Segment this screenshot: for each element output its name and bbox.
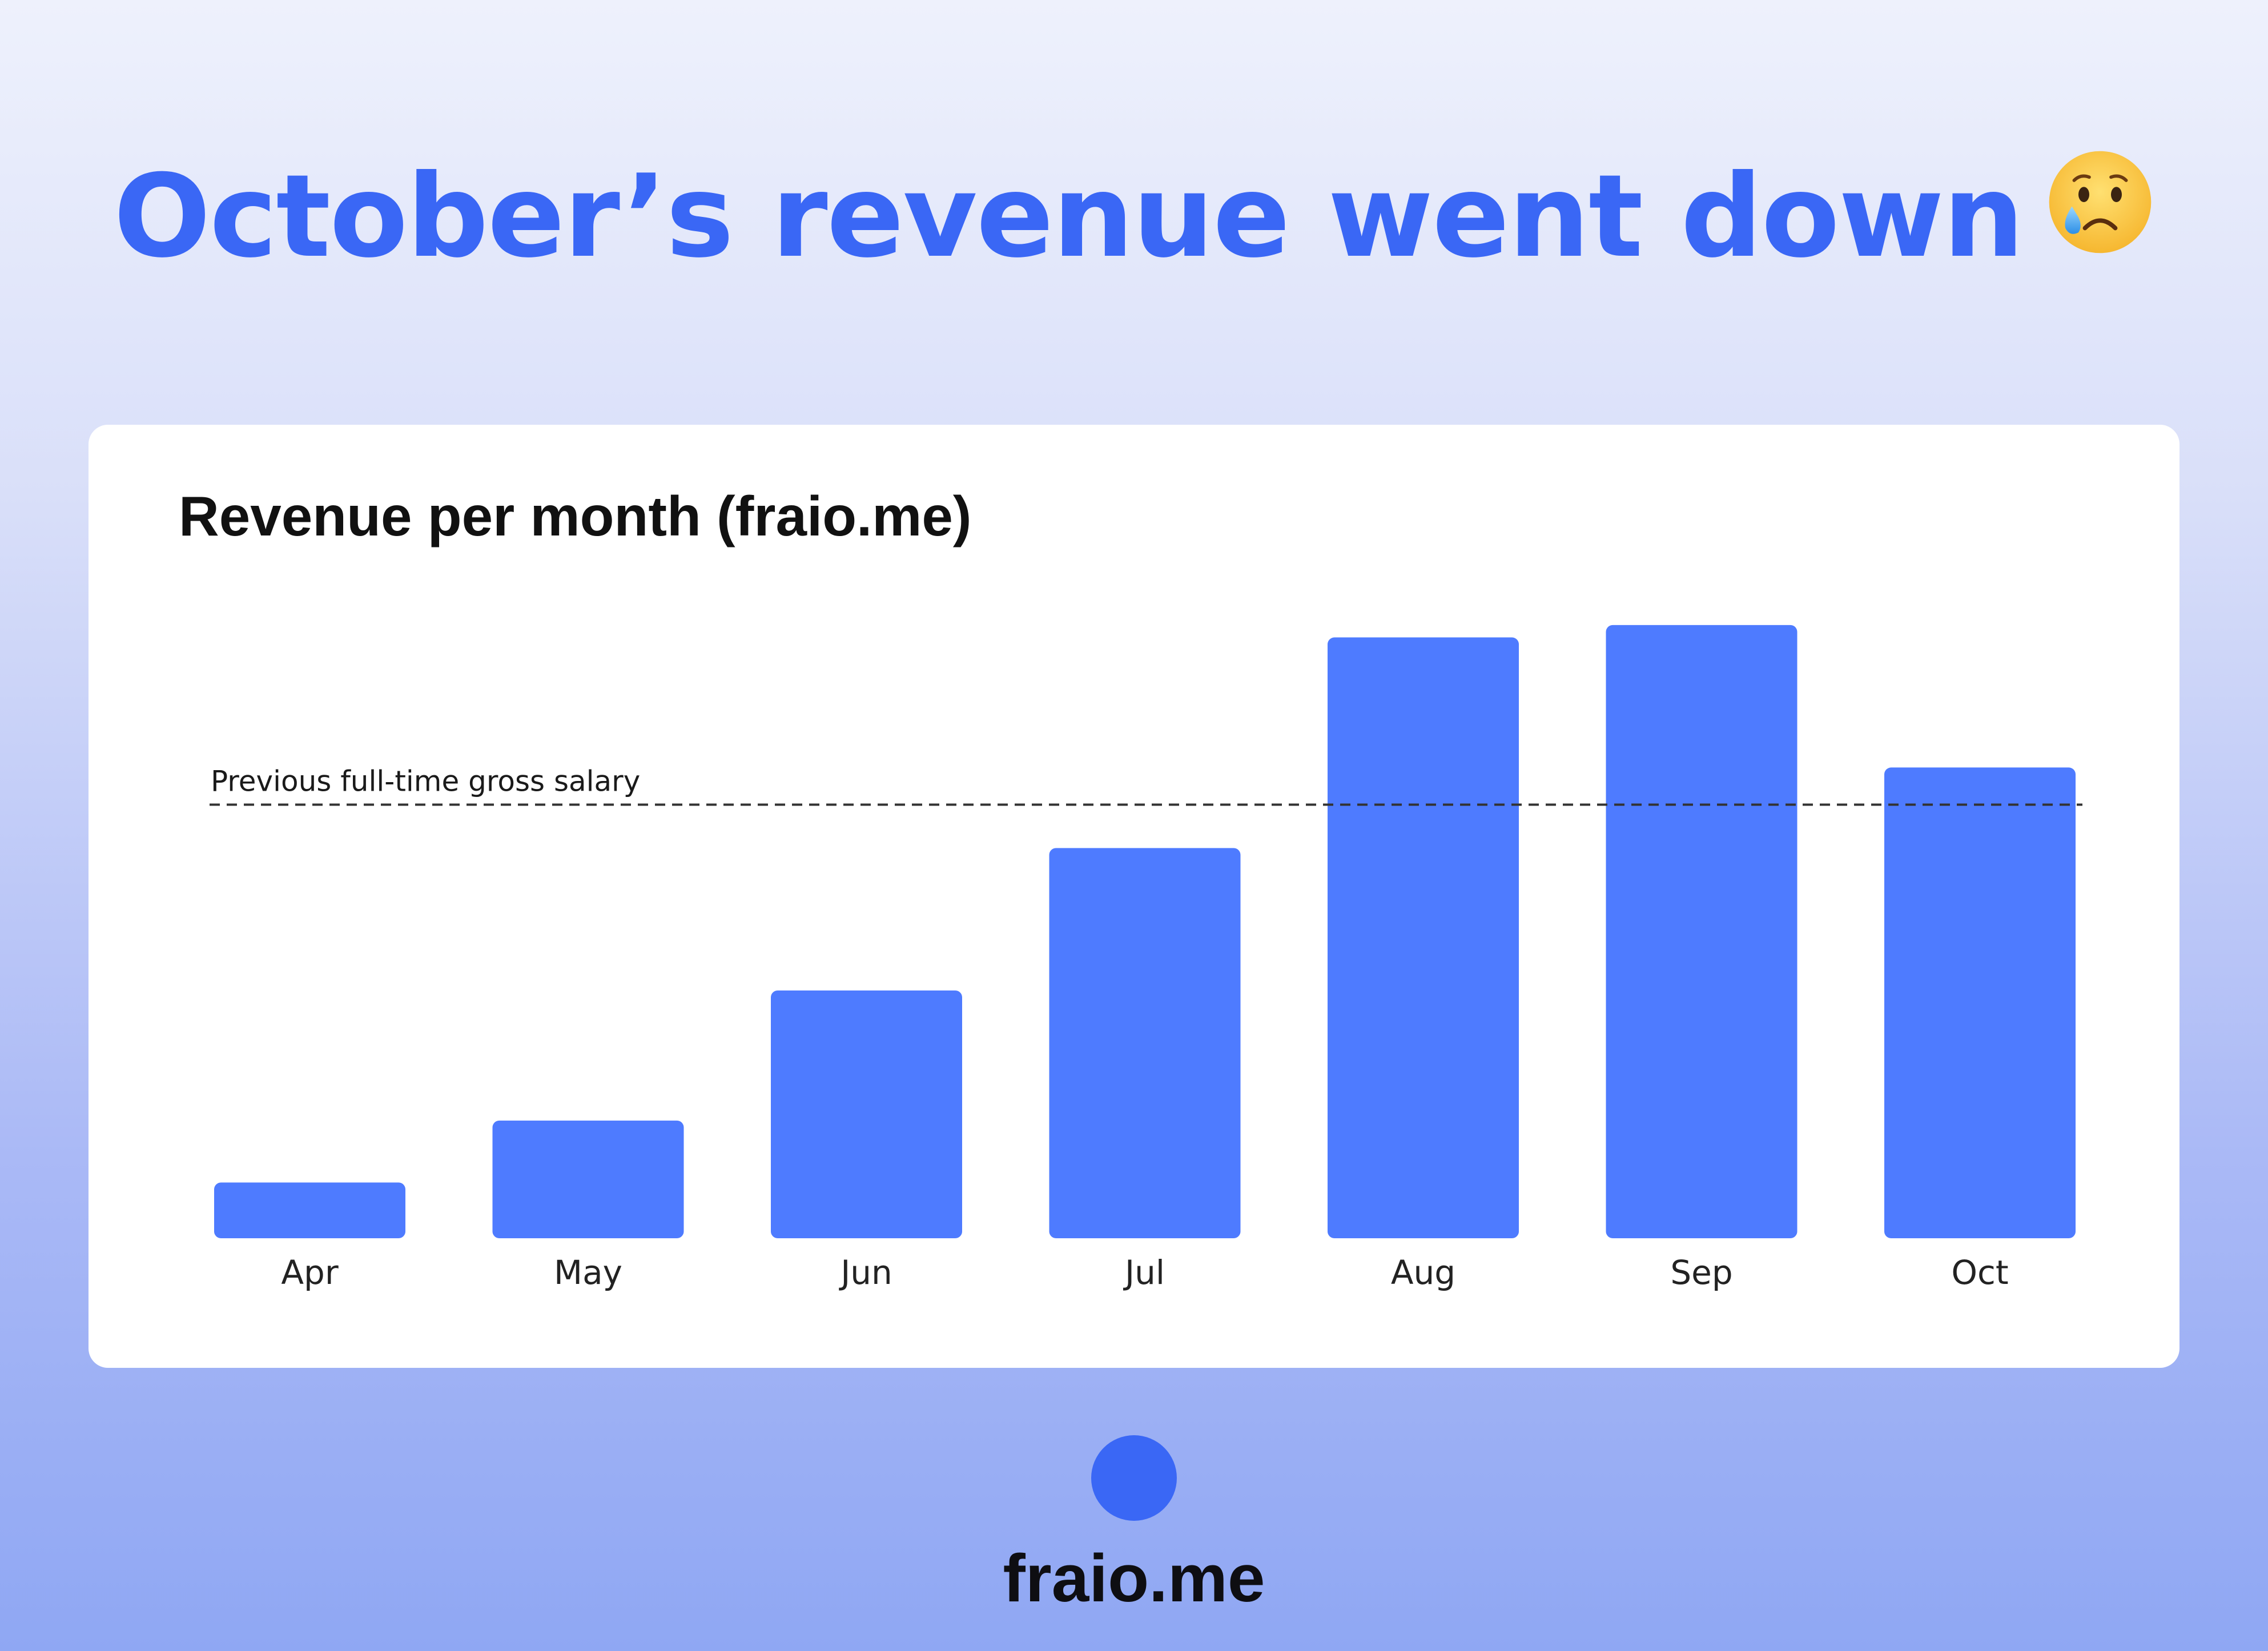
footer-brand: fraio.me bbox=[1003, 1541, 1265, 1616]
chart-title: Revenue per month (fraio.me) bbox=[179, 485, 972, 547]
bar-may bbox=[492, 1120, 684, 1238]
bar-oct bbox=[1884, 767, 2076, 1238]
bar-apr bbox=[214, 1182, 405, 1238]
reference-line-label: Previous full-time gross salary bbox=[211, 765, 640, 798]
headline: October’s revenue went down bbox=[0, 137, 2268, 304]
bar-aug bbox=[1328, 637, 1519, 1238]
category-labels-group: Apr May Jun Jul Aug Sep Oct bbox=[281, 1253, 2008, 1292]
headline-text: October’s revenue went down bbox=[113, 150, 2024, 283]
bar-sep bbox=[1606, 625, 1797, 1238]
reference-line-group: Previous full-time gross salary bbox=[210, 765, 2082, 806]
bar-chart: Previous full-time gross salary Apr May Ju… bbox=[210, 625, 2082, 1292]
bar-jun bbox=[771, 990, 962, 1238]
category-label-apr: Apr bbox=[281, 1253, 338, 1292]
category-label-jul: Jul bbox=[1123, 1253, 1165, 1292]
category-label-may: May bbox=[554, 1253, 622, 1292]
category-label-aug: Aug bbox=[1391, 1253, 1455, 1292]
category-label-sep: Sep bbox=[1670, 1253, 1732, 1292]
category-label-oct: Oct bbox=[1951, 1253, 2008, 1292]
logo-dot bbox=[1091, 1435, 1177, 1521]
bars-group bbox=[214, 625, 2076, 1238]
chart-card: Revenue per month (fraio.me) Previous fu… bbox=[89, 425, 2179, 1368]
bar-jul bbox=[1049, 848, 1241, 1238]
category-label-jun: Jun bbox=[839, 1253, 892, 1292]
crying-face-icon bbox=[2046, 138, 2154, 297]
